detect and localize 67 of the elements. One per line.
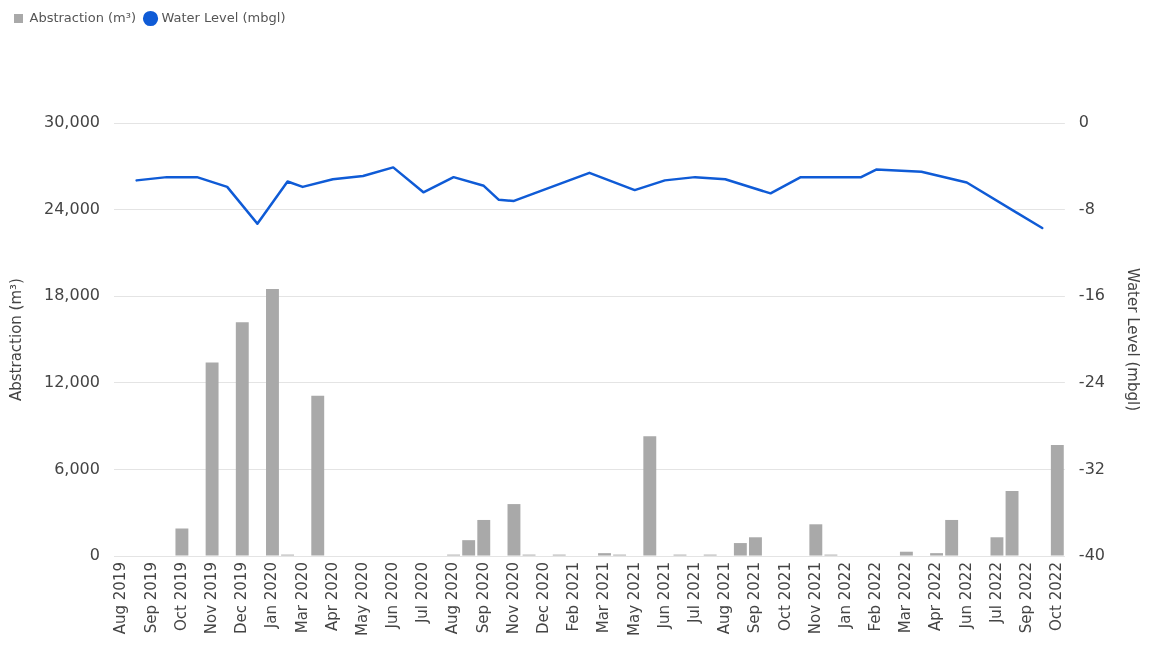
x-tick-label: Mar 2022	[896, 562, 915, 634]
y2-tick-label: -24	[1078, 371, 1106, 391]
x-tick-label: Aug 2019	[111, 562, 130, 635]
y2-axis-title: Water Level (mbgl)	[1124, 268, 1143, 412]
x-tick-label: May 2020	[352, 562, 371, 636]
y-tick-label: 0	[89, 545, 100, 565]
x-tick-label: Jul 2021	[684, 562, 703, 625]
x-tick-label: Jun 2020	[383, 562, 402, 630]
x-tick-label: Aug 2021	[715, 562, 734, 635]
bar	[1050, 444, 1064, 556]
y2-tick-label: -32	[1078, 458, 1106, 478]
bar	[235, 322, 249, 556]
y2-tick-label: -40	[1078, 545, 1106, 565]
y2-tick-label: 0	[1078, 112, 1090, 132]
bar	[477, 519, 491, 556]
y-tick-label: 30,000	[44, 112, 100, 132]
bar	[205, 362, 219, 556]
bar	[930, 553, 944, 556]
x-tick-label: Oct 2019	[171, 562, 190, 631]
bar	[311, 395, 325, 556]
y-tick-label: 12,000	[44, 371, 100, 391]
x-tick-label: Apr 2020	[322, 562, 341, 631]
x-tick-label: Jun 2021	[654, 562, 673, 630]
x-tick-label: Mar 2020	[292, 562, 311, 634]
bar	[899, 551, 913, 556]
bar	[643, 436, 657, 556]
x-tick-label: Mar 2021	[594, 562, 613, 634]
bar	[733, 543, 747, 556]
x-tick-label: Jul 2020	[413, 562, 432, 625]
legend-label: Abstraction (m³)	[29, 9, 137, 25]
legend-label: Water Level (mbgl)	[161, 9, 286, 25]
y-axis-title: Abstraction (m³)	[6, 278, 25, 401]
y2-tick-label: -16	[1078, 285, 1106, 305]
x-tick-label: Nov 2019	[201, 562, 220, 635]
x-tick-label: Sep 2022	[1017, 562, 1036, 634]
x-tick-label: Oct 2021	[775, 562, 794, 631]
x-tick-label: Dec 2019	[232, 562, 251, 635]
bar	[749, 537, 762, 556]
x-tick-label: Jul 2022	[986, 562, 1005, 625]
x-tick-label: Nov 2021	[805, 562, 824, 635]
x-tick-label: Dec 2020	[534, 562, 553, 635]
y-tick-label: 18,000	[44, 285, 100, 305]
x-tick-label: Sep 2021	[745, 562, 764, 634]
x-tick-label: Aug 2020	[443, 562, 462, 635]
x-tick-label: Feb 2022	[866, 562, 885, 632]
x-tick-label: Sep 2020	[473, 562, 492, 634]
y-tick-label: 6,000	[54, 458, 100, 478]
x-tick-label: Oct 2022	[1047, 562, 1066, 631]
bar	[809, 524, 823, 556]
x-tick-label: Jan 2020	[262, 562, 281, 630]
y-tick-label: 24,000	[44, 198, 100, 218]
x-tick-label: May 2021	[624, 562, 643, 636]
bar	[945, 519, 959, 556]
bar	[1005, 491, 1019, 556]
x-tick-label: Apr 2022	[926, 562, 945, 631]
x-tick-label: Jan 2022	[835, 562, 854, 630]
x-tick-label: Feb 2021	[564, 562, 583, 632]
x-tick-label: Nov 2020	[503, 562, 522, 635]
y2-tick-label: -8	[1078, 198, 1095, 218]
bar	[507, 504, 521, 556]
bar	[598, 553, 611, 556]
bar	[462, 540, 476, 556]
bar	[175, 528, 189, 556]
x-tick-label: Jun 2022	[956, 562, 975, 630]
x-tick-label: Sep 2019	[141, 562, 160, 634]
bar	[990, 537, 1004, 556]
bar	[266, 289, 279, 556]
